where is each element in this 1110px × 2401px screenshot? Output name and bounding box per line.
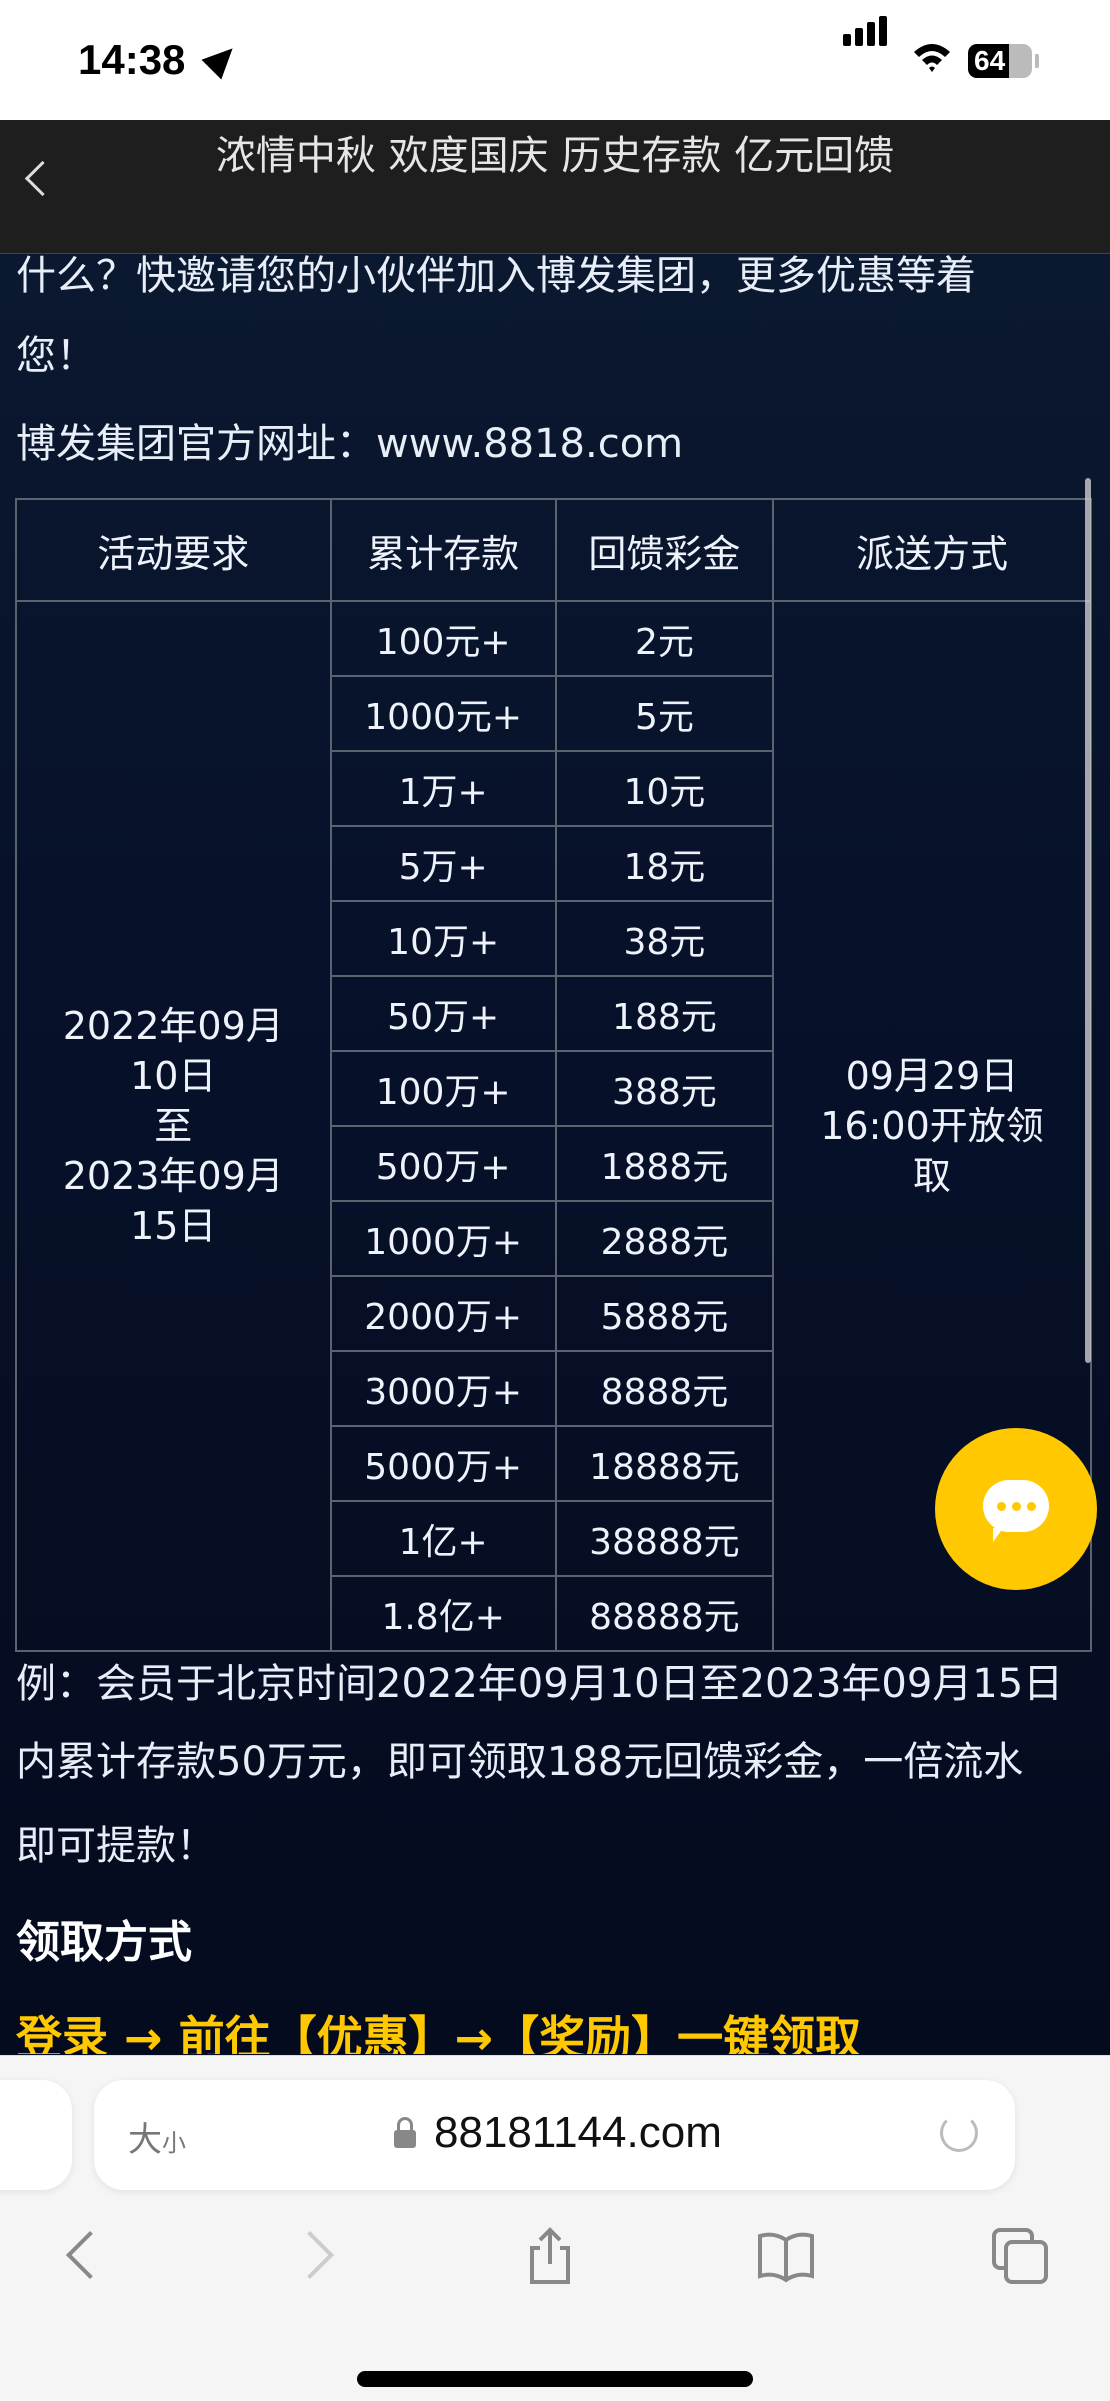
deposit-cell: 10万+ (329, 900, 557, 977)
website-text: 博发集团官方网址：www.8818.com (16, 421, 684, 467)
period-cell: 2022年09月 10日至 2023年09月 15日 (15, 600, 332, 1652)
table-row: 2000万+ 5888元 (16, 1275, 1091, 1352)
battery-icon: 64 (968, 44, 1032, 78)
example-text: 例：会员于北京时间2022年09月10日至2023年09月15日 (16, 1661, 1064, 1707)
reload-icon[interactable] (940, 2114, 978, 2152)
bonus-cell: 2888元 (554, 1200, 774, 1277)
chat-icon (983, 1480, 1049, 1542)
table-row: 2022年09月 10日至 2023年09月 15日 100元+ 2元 09月29日 16:0… (15, 600, 1093, 1652)
bonus-cell: 188元 (554, 975, 774, 1052)
delivery-line: 16:00开放领 (820, 1104, 1044, 1148)
bonus-cell: 18元 (554, 825, 774, 902)
column-header: 回馈彩金 (554, 498, 774, 602)
location-icon (201, 38, 243, 80)
period-line: 2023年09月 (62, 1154, 284, 1198)
table-row: 1000万+ 2888元 (16, 1200, 1091, 1277)
bonus-cell: 1888元 (554, 1125, 774, 1202)
table-row: 3000万+ 8888元 (16, 1350, 1091, 1427)
delivery-line: 取 (912, 1154, 951, 1198)
reward-table: 活动要求 累计存款 回馈彩金 派送方式 2022年09月 10日至 2023年09月 15日… (15, 498, 1093, 1652)
table-row: 5万+ 18元 (16, 825, 1091, 902)
tabs-icon[interactable] (990, 2226, 1050, 2286)
column-header: 累计存款 (329, 498, 557, 602)
table-row: 1000元+ 5元 (16, 675, 1091, 752)
bonus-cell: 18888元 (554, 1425, 774, 1502)
intro-text: 什么？快邀请您的小伙伴加入博发集团，更多优惠等着 (16, 254, 976, 299)
scrollbar[interactable] (1085, 478, 1091, 1363)
deposit-cell: 5000万+ (329, 1425, 557, 1502)
nav-header: 浓情中秋 欢度国庆 历史存款 亿元回馈 (0, 120, 1110, 254)
deposit-cell: 50万+ (329, 975, 557, 1052)
deposit-cell: 1万+ (329, 750, 557, 827)
clock: 14:38 (78, 36, 186, 83)
deposit-cell: 100万+ (329, 1050, 557, 1127)
example-text: 即可提款！ (16, 1823, 216, 1869)
browser-toolbar: 大小 88181144.com (0, 2055, 1110, 2401)
table-row: 50万+ 188元 (16, 975, 1091, 1052)
battery-cap (1035, 54, 1039, 68)
claim-heading: 领取方式 (16, 1917, 192, 1968)
chat-button[interactable] (935, 1428, 1097, 1590)
bonus-cell: 388元 (554, 1050, 774, 1127)
back-button[interactable] (24, 160, 61, 197)
bookmarks-icon[interactable] (756, 2226, 816, 2286)
table-row: 5000万+ 18888元 (16, 1425, 1091, 1502)
table-row: 100万+ 388元 (16, 1050, 1091, 1127)
period-line: 15日 (130, 1204, 217, 1248)
deposit-cell: 1000元+ (329, 675, 557, 752)
deposit-cell: 100元+ (329, 600, 557, 677)
bonus-cell: 88888元 (554, 1575, 774, 1652)
bonus-cell: 38元 (554, 900, 774, 977)
page-title: 浓情中秋 欢度国庆 历史存款 亿元回馈 (215, 133, 895, 179)
period-line: 2022年09月 (62, 1004, 284, 1048)
text-size-button[interactable]: 大小 (128, 2120, 186, 2160)
column-header: 派送方式 (771, 498, 1093, 602)
lock-icon (394, 2117, 416, 2148)
deposit-cell: 2000万+ (329, 1275, 557, 1352)
forward-nav-button[interactable] (285, 2226, 345, 2286)
delivery-line: 09月29日 (845, 1054, 1019, 1098)
deposit-cell: 3000万+ (329, 1350, 557, 1427)
column-header: 活动要求 (15, 498, 332, 602)
deposit-cell: 1.8亿+ (329, 1575, 557, 1652)
wifi-icon (914, 44, 950, 72)
bonus-cell: 2元 (554, 600, 774, 677)
deposit-cell: 5万+ (329, 825, 557, 902)
table-row: 500万+ 1888元 (16, 1125, 1091, 1202)
back-nav-button[interactable] (55, 2226, 115, 2286)
deposit-cell: 1亿+ (329, 1500, 557, 1577)
period-line: 10日 (130, 1054, 217, 1098)
claim-steps: 登录 → 前往【优惠】→【奖励】一键领取 (16, 2011, 862, 2054)
bonus-cell: 8888元 (554, 1350, 774, 1427)
intro-text: 您！ (16, 333, 96, 379)
address-bar[interactable]: 大小 88181144.com (94, 2080, 1015, 2190)
table-row: 1亿+ 38888元 (16, 1500, 1091, 1577)
home-indicator (357, 2371, 753, 2387)
bonus-cell: 10元 (554, 750, 774, 827)
deposit-cell: 1000万+ (329, 1200, 557, 1277)
deposit-cell: 500万+ (329, 1125, 557, 1202)
table-row: 1.8亿+ 88888元 (16, 1575, 1091, 1652)
bonus-cell: 38888元 (554, 1500, 774, 1577)
example-text: 内累计存款50万元，即可领取188元回馈彩金，一倍流水 (16, 1739, 1024, 1785)
bonus-cell: 5888元 (554, 1275, 774, 1352)
share-icon[interactable] (520, 2226, 580, 2286)
table-row: 10万+ 38元 (16, 900, 1091, 977)
period-line: 至 (154, 1104, 193, 1148)
table-row: 1万+ 10元 (16, 750, 1091, 827)
url-text: 88181144.com (434, 2108, 722, 2157)
status-bar: 14:38 64 (0, 0, 1110, 120)
promo-content: 什么？快邀请您的小伙伴加入博发集团，更多优惠等着 您！ 博发集团官方网址：www… (0, 254, 1110, 2054)
bonus-cell: 5元 (554, 675, 774, 752)
table-header: 活动要求 累计存款 回馈彩金 派送方式 (15, 498, 1093, 602)
previous-tab-pill[interactable] (0, 2080, 72, 2190)
